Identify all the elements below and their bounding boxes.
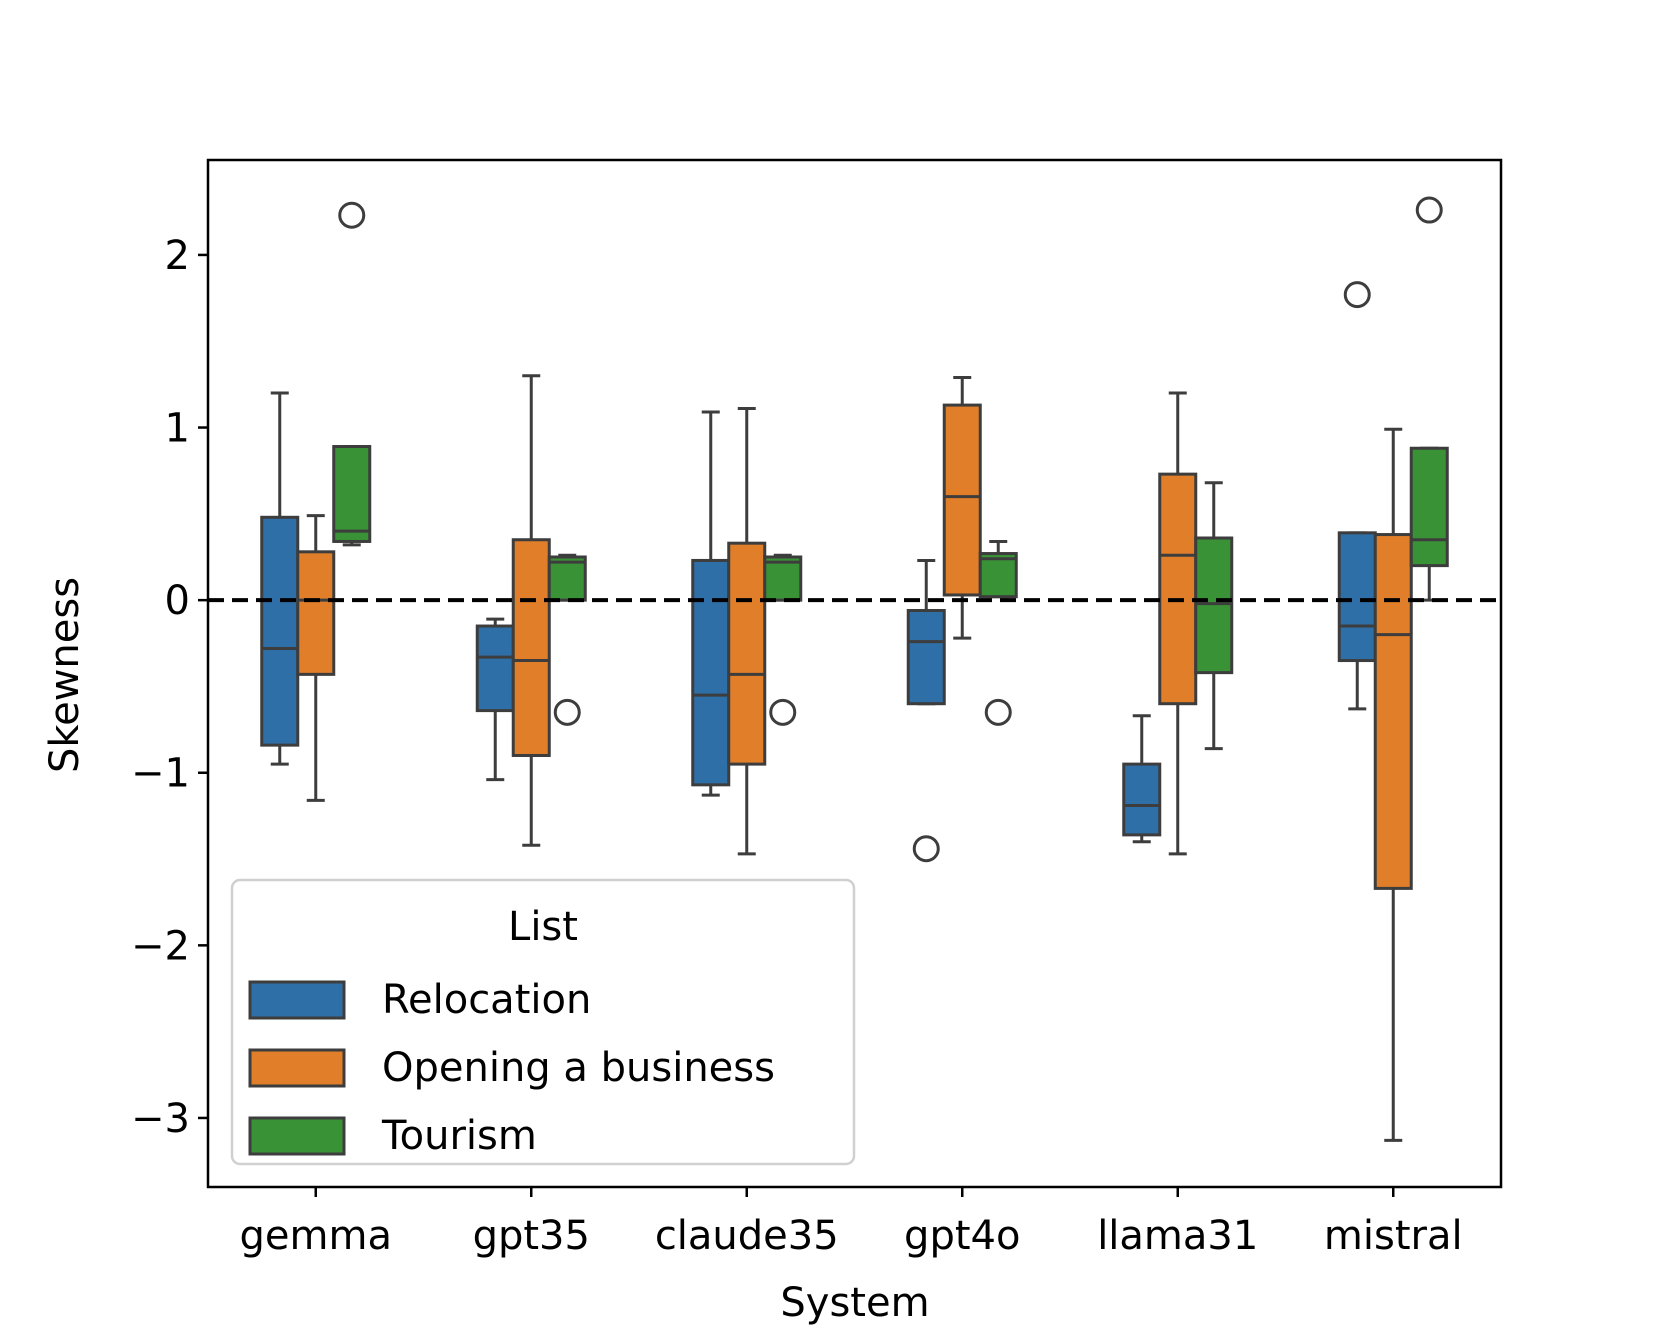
legend-entry-relocation: Relocation — [382, 977, 591, 1023]
box-tourism-gpt35 — [547, 553, 587, 726]
plot-frame — [206, 158, 1503, 1189]
box-body — [511, 538, 551, 757]
plot-marks — [208, 196, 1501, 1142]
box-body — [1122, 762, 1162, 837]
box-opening-a-business-mistral — [1373, 427, 1413, 1142]
box-opening-a-business-gpt35 — [511, 374, 551, 847]
outlier-point — [1415, 196, 1443, 224]
legend-frame — [230, 878, 856, 1166]
box-tourism-gpt4o — [978, 539, 1018, 726]
x-tick-label-claude35: claude35 — [655, 1213, 839, 1259]
box-opening-a-business-gpt4o — [942, 375, 982, 640]
box-body — [942, 403, 982, 597]
outlier-point — [553, 698, 581, 726]
outlier-point — [338, 201, 366, 229]
legend-swatch-tourism — [248, 1116, 346, 1156]
box-tourism-claude35 — [763, 553, 803, 726]
box-relocation-gpt4o — [906, 558, 946, 863]
y-tick-label: 1 — [165, 406, 190, 452]
x-tick-label-mistral: mistral — [1324, 1213, 1463, 1259]
box-tourism-llama31 — [1194, 481, 1234, 751]
box-body — [1194, 536, 1234, 675]
box-relocation-claude35 — [691, 410, 731, 797]
box-relocation-llama31 — [1122, 714, 1162, 844]
box-body — [691, 558, 731, 787]
legend-title: List — [508, 904, 578, 950]
legend-entry-tourism: Tourism — [381, 1113, 537, 1159]
x-tick-label-llama31: llama31 — [1097, 1213, 1258, 1259]
box-relocation-gpt35 — [475, 617, 515, 782]
box-opening-a-business-gemma — [296, 514, 336, 802]
box-relocation-gemma — [260, 391, 300, 766]
box-body — [260, 515, 300, 747]
box-opening-a-business-llama31 — [1158, 391, 1198, 856]
box-body — [332, 445, 372, 543]
legend-swatch-relocation — [248, 980, 346, 1020]
box-opening-a-business-claude35 — [727, 407, 767, 856]
box-tourism-gemma — [332, 201, 372, 547]
legend-entry-opening-a-business: Opening a business — [382, 1045, 775, 1091]
box-body — [763, 555, 803, 602]
y-axis-label: Skewness — [42, 577, 88, 773]
box-tourism-mistral — [1409, 196, 1449, 602]
box-body — [906, 608, 946, 706]
y-tick-label: −2 — [131, 923, 190, 969]
box-body — [727, 541, 767, 766]
box-body — [296, 550, 336, 676]
legend-swatch-opening-a-business — [248, 1048, 346, 1088]
y-tick-label: −1 — [131, 751, 190, 797]
outlier-point — [984, 698, 1012, 726]
y-tick-label: 2 — [165, 233, 190, 279]
box-body — [547, 555, 587, 602]
x-tick-label-gpt4o: gpt4o — [904, 1213, 1020, 1259]
outlier-point — [769, 698, 797, 726]
box-body — [1337, 531, 1377, 663]
x-tick-label-gpt35: gpt35 — [473, 1213, 590, 1259]
box-body — [1158, 472, 1198, 706]
box-body — [978, 552, 1018, 599]
x-axis: gemma gpt35 claude35 gpt4o llama31 mistral — [240, 1187, 1463, 1259]
y-tick-label: 0 — [165, 578, 190, 624]
box-body — [1409, 446, 1449, 568]
y-axis: 2 1 0 −1 −2 −3 — [131, 233, 208, 1142]
box-body — [1373, 533, 1413, 890]
y-tick-label: −3 — [131, 1096, 190, 1142]
x-axis-label: System — [780, 1280, 929, 1326]
box-body — [475, 624, 515, 713]
outlier-point — [1343, 281, 1371, 309]
box-relocation-mistral — [1337, 281, 1377, 711]
legend: List Relocation Opening a business Tourism — [230, 878, 856, 1166]
outlier-point — [912, 835, 940, 863]
x-tick-label-gemma: gemma — [240, 1213, 392, 1259]
